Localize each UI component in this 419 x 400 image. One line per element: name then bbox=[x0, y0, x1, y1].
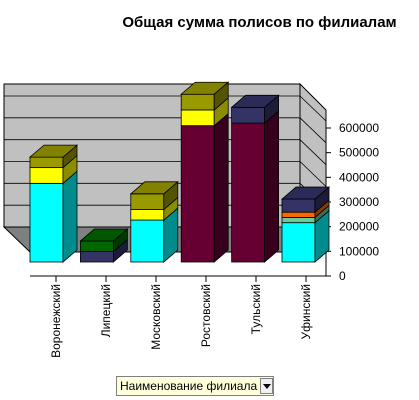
dropdown-arrow-icon[interactable] bbox=[260, 378, 274, 394]
bar-segment-front bbox=[281, 198, 316, 213]
bar-segment-front bbox=[180, 109, 215, 127]
x-axis-ticks: Воронежский Липецкий Московский Ростовский Т… bbox=[30, 275, 326, 358]
bar-segment-side bbox=[213, 112, 229, 263]
y-tick-label: 500000 bbox=[339, 146, 379, 160]
y-tick-label: 100000 bbox=[339, 244, 379, 258]
y-tick-label: 0 bbox=[339, 269, 346, 283]
bar-segment-front bbox=[130, 193, 165, 210]
triangle-down-icon bbox=[262, 383, 271, 389]
bar-segment-front bbox=[231, 122, 266, 263]
bar-segment-side bbox=[264, 110, 280, 263]
bar-segment-side bbox=[62, 170, 78, 263]
bar-segment-front bbox=[29, 156, 64, 169]
y-tick-label: 200000 bbox=[339, 220, 379, 234]
field-dropdown-label: Наименование филиала bbox=[120, 379, 258, 393]
y-tick-label: 600000 bbox=[339, 121, 379, 135]
bars bbox=[28, 81, 331, 263]
gridline-side bbox=[299, 95, 327, 122]
gridline-side bbox=[299, 139, 327, 165]
y-tick-label: 400000 bbox=[339, 170, 379, 184]
x-tick-label: Уфинский bbox=[299, 284, 313, 339]
bar-segment-front bbox=[281, 217, 316, 224]
x-tick-label: Московский bbox=[149, 284, 163, 350]
bar-top bbox=[79, 228, 129, 242]
bar-top bbox=[280, 186, 331, 200]
bar-top bbox=[230, 94, 280, 108]
bar-top bbox=[180, 81, 230, 95]
bar-segment-front bbox=[281, 211, 316, 218]
y-tick-label: 300000 bbox=[339, 195, 379, 209]
gridline-side bbox=[299, 117, 327, 144]
bar-segment-front bbox=[130, 219, 165, 263]
bar-segment-front bbox=[80, 240, 114, 252]
bar-top bbox=[28, 144, 79, 158]
x-tick-label: Ростовский bbox=[199, 284, 213, 347]
bar-segment-front bbox=[29, 167, 64, 184]
bar-segment-front bbox=[180, 125, 215, 263]
chart-title: Общая сумма полисов по филиалам bbox=[122, 14, 397, 31]
x-tick-label: Липецкий bbox=[99, 284, 113, 337]
bar-segment-front bbox=[281, 222, 316, 263]
bar-segment-front bbox=[180, 93, 215, 111]
bar-segment-front bbox=[29, 182, 64, 263]
field-dropdown-button[interactable]: Наименование филиала bbox=[116, 376, 275, 396]
x-tick-label: Воронежский bbox=[49, 284, 63, 358]
y-axis-ticks: 0 100000 200000 300000 400000 500000 600000 bbox=[325, 121, 379, 283]
bar-segment-front bbox=[80, 251, 114, 263]
gridline-side bbox=[299, 161, 327, 187]
bar-top bbox=[129, 181, 179, 195]
bar-segment-front bbox=[130, 209, 165, 221]
x-tick-label: Тульский bbox=[249, 284, 263, 334]
bar-segment-front bbox=[231, 106, 266, 124]
